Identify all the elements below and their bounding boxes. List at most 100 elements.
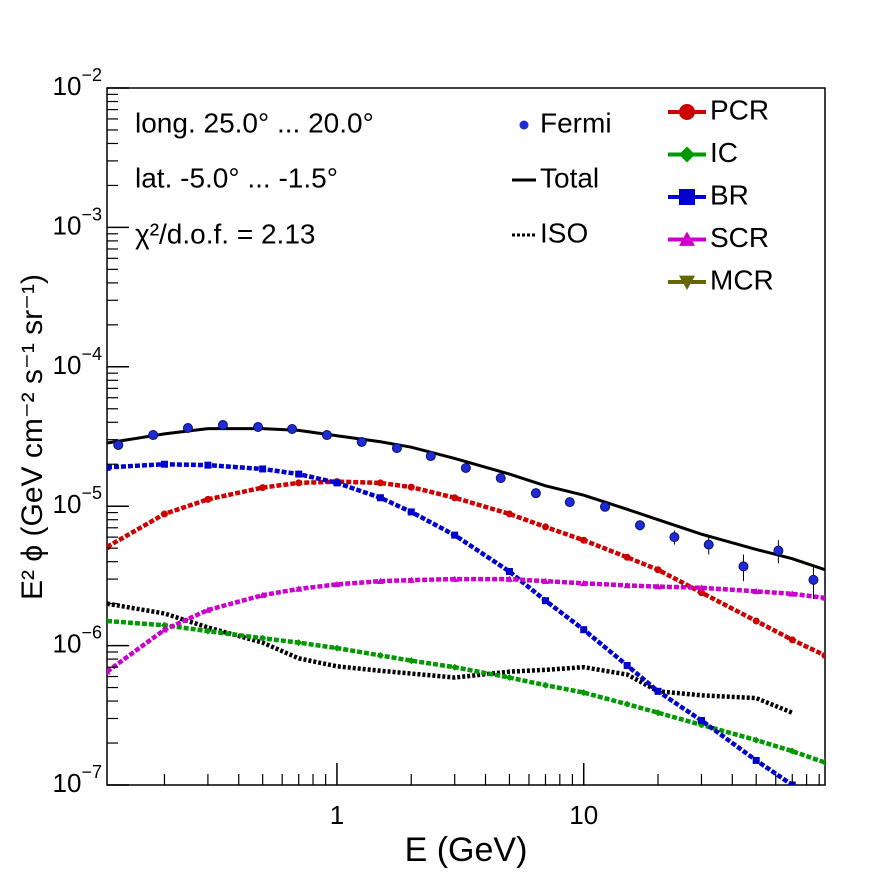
marker	[821, 759, 825, 767]
marker	[788, 747, 796, 755]
legend-label: IC	[710, 137, 738, 168]
marker	[204, 606, 212, 613]
marker	[821, 651, 825, 659]
marker	[160, 460, 168, 468]
marker	[580, 626, 588, 634]
marker	[376, 577, 384, 584]
marker	[623, 581, 631, 589]
y-tick-label: 10−6	[53, 622, 102, 658]
marker	[541, 681, 549, 689]
marker	[451, 663, 459, 671]
legend-label: BR	[710, 179, 749, 210]
data-point	[669, 532, 680, 543]
plot-area	[107, 420, 825, 785]
data-point	[773, 545, 784, 556]
marker	[407, 657, 415, 665]
tick-base: 10	[53, 71, 82, 101]
legend-label: Total	[540, 162, 599, 193]
data-point	[808, 574, 819, 585]
tick-exponent: −7	[81, 762, 102, 782]
marker	[107, 668, 111, 675]
marker	[505, 674, 513, 682]
marker	[752, 587, 760, 595]
marker	[752, 736, 760, 744]
marker	[697, 589, 705, 597]
marker	[204, 495, 212, 503]
x-axis-label: E (GeV)	[405, 831, 528, 869]
marker	[541, 597, 549, 605]
series-line	[107, 461, 797, 785]
plot-frame	[106, 87, 826, 786]
tick-base: 10	[53, 210, 82, 240]
annotation: χ²/d.o.f. = 2.13	[135, 218, 315, 249]
marker	[333, 479, 341, 487]
marker	[259, 591, 267, 598]
legend-label: Fermi	[540, 107, 612, 138]
marker	[788, 636, 796, 644]
marker	[580, 536, 588, 544]
data-point	[495, 473, 506, 484]
data-point	[460, 462, 471, 473]
y-tick-label: 10−5	[53, 483, 102, 519]
data-point	[253, 421, 264, 432]
legend-label: PCR	[710, 94, 769, 125]
marker	[333, 580, 341, 588]
marker	[160, 510, 168, 518]
series-line	[107, 601, 794, 715]
marker	[654, 583, 662, 590]
data-point	[182, 422, 193, 433]
marker	[333, 644, 341, 652]
marker	[505, 510, 513, 518]
marker	[697, 717, 705, 725]
marker	[451, 494, 459, 502]
marker	[107, 617, 111, 625]
tick-base: 10	[53, 768, 82, 798]
marker	[788, 590, 796, 597]
marker	[697, 584, 705, 591]
marker	[451, 575, 459, 582]
data-point	[391, 443, 402, 454]
marker	[541, 577, 549, 584]
marker	[654, 687, 662, 695]
marker	[541, 523, 549, 531]
marker	[623, 553, 631, 561]
tick-base: 10	[53, 489, 82, 519]
data-point	[600, 501, 611, 512]
marker	[623, 661, 631, 669]
y-axis-label: E² ϕ (GeV cm⁻² s⁻¹ sr⁻¹)	[16, 274, 49, 600]
data-point	[703, 539, 714, 550]
marker	[204, 627, 212, 635]
marker	[376, 479, 384, 487]
legend-label: ISO	[540, 217, 588, 248]
tick-base: 10	[53, 350, 82, 380]
x-tick-label: 10	[569, 800, 598, 830]
data-point	[217, 420, 228, 431]
annotation: lat. -5.0° ... -1.5°	[135, 162, 338, 193]
marker	[295, 639, 303, 647]
marker	[259, 634, 267, 642]
marker	[679, 146, 695, 163]
marker	[679, 275, 695, 290]
data-point	[113, 439, 124, 450]
tick-exponent: −4	[81, 344, 102, 364]
tick-exponent: −2	[81, 65, 102, 85]
tick-exponent: −6	[81, 622, 102, 642]
marker	[204, 461, 212, 469]
x-tick-label: 1	[330, 800, 344, 830]
marker	[679, 189, 695, 205]
series-line	[107, 576, 825, 674]
data-point	[321, 430, 332, 441]
marker	[752, 756, 760, 764]
legend-marker	[519, 120, 529, 130]
marker	[679, 104, 695, 120]
marker	[505, 568, 513, 576]
marker	[580, 689, 588, 697]
marker	[160, 626, 168, 633]
data-point	[634, 520, 645, 531]
tick-exponent: −5	[81, 483, 102, 503]
marker	[259, 465, 267, 473]
annotation: long. 25.0° ... 20.0°	[135, 107, 374, 138]
data-point	[287, 423, 298, 434]
data-point	[564, 497, 575, 508]
